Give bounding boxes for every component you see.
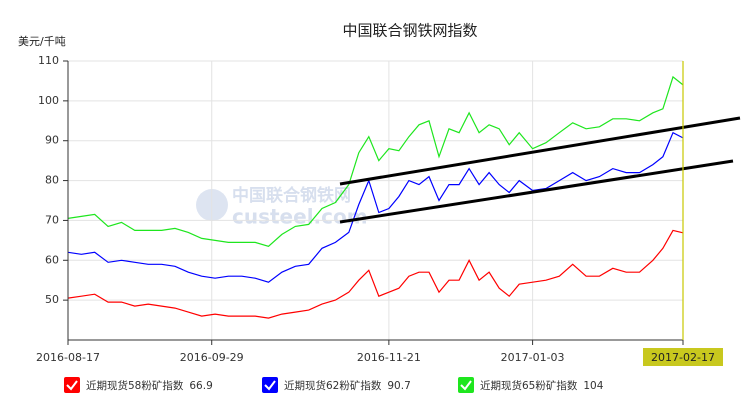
x-tick-label: 2016-09-29 <box>180 351 244 364</box>
legend-swatch <box>262 377 278 393</box>
legend-value: 104 <box>583 380 603 392</box>
x-tick-label: 2016-11-21 <box>357 351 421 364</box>
trend-line <box>339 159 734 224</box>
legend-label: 近期现货58粉矿指数 <box>86 379 184 392</box>
y-tick-label: 60 <box>45 253 59 266</box>
legend: 近期现货58粉矿指数 66.9 近期现货62粉矿指数 90.7 近期现货65粉矿指数 10… <box>64 377 604 393</box>
trend-line <box>339 116 741 186</box>
y-axis-label: 美元/千吨 <box>18 35 66 48</box>
x-tick-label: 2017-02-17 <box>651 351 715 364</box>
y-tick-label: 100 <box>38 94 59 107</box>
legend-check <box>460 380 472 391</box>
y-tick-label: 80 <box>45 174 59 187</box>
series-line <box>67 75 684 247</box>
legend-label: 近期现货62粉矿指数 <box>284 379 382 392</box>
y-tick-label: 70 <box>45 213 59 226</box>
watermark-text: custeel.com <box>232 205 368 229</box>
y-tick-label: 50 <box>45 293 59 306</box>
legend-swatch <box>64 377 80 393</box>
axes: 50 60 70 80 90 100 110 2016-08-17 2016-09-29 2016… <box>36 54 723 366</box>
legend-value: 90.7 <box>387 380 410 392</box>
watermark-text: 中国联合钢铁网 <box>232 185 351 206</box>
x-tick-label: 2017-01-03 <box>501 351 565 364</box>
legend-label: 近期现货65粉矿指数 <box>480 379 578 392</box>
y-tick-label: 110 <box>38 54 59 67</box>
x-tick-label: 2016-08-17 <box>36 351 100 364</box>
plot <box>67 75 684 319</box>
legend-value: 66.9 <box>189 380 212 392</box>
watermark: 中国联合钢铁网 custeel.com <box>196 185 368 229</box>
legend-check <box>264 380 276 391</box>
y-tick-label: 90 <box>45 134 59 147</box>
legend-check <box>66 380 78 391</box>
series-line <box>67 131 684 283</box>
series-line <box>67 229 684 319</box>
legend-swatch <box>458 377 474 393</box>
crosshair-label-box <box>643 348 723 366</box>
chart-title: 中国联合钢铁网指数 <box>342 22 477 40</box>
